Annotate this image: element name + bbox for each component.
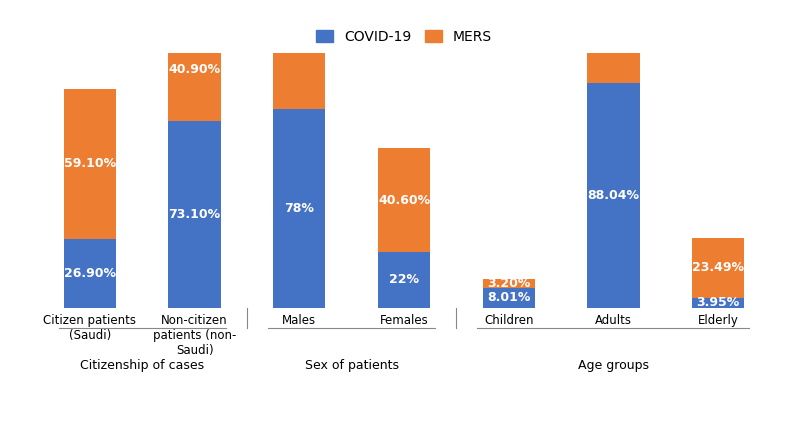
Text: 73.10%: 73.10%: [169, 208, 221, 221]
Bar: [273, 109, 326, 308]
Text: 3.20%: 3.20%: [487, 277, 530, 290]
Text: Sex of patients: Sex of patients: [305, 359, 398, 372]
Text: 22%: 22%: [389, 273, 419, 286]
Text: 40.60%: 40.60%: [378, 194, 430, 206]
Text: 40.90%: 40.90%: [169, 63, 221, 76]
Text: 8.01%: 8.01%: [487, 291, 530, 304]
Bar: [482, 288, 535, 308]
Bar: [378, 148, 430, 252]
Bar: [64, 239, 116, 308]
Text: 23.49%: 23.49%: [692, 261, 744, 275]
Bar: [378, 252, 430, 308]
Bar: [169, 17, 221, 121]
Text: 88.04%: 88.04%: [587, 189, 639, 202]
Text: Age groups: Age groups: [578, 359, 649, 372]
Bar: [692, 238, 744, 298]
Bar: [273, 0, 326, 109]
Text: 59.40%: 59.40%: [274, 27, 326, 40]
Bar: [482, 279, 535, 288]
Text: 3.95%: 3.95%: [697, 297, 740, 309]
Text: 59.10%: 59.10%: [64, 158, 116, 170]
Text: Citizenship of cases: Citizenship of cases: [80, 359, 204, 372]
Bar: [587, 83, 639, 308]
Bar: [587, 0, 639, 83]
Text: 26.90%: 26.90%: [64, 267, 116, 280]
Bar: [64, 88, 116, 239]
Text: 78%: 78%: [284, 202, 314, 215]
Bar: [692, 298, 744, 308]
Bar: [169, 121, 221, 308]
Legend: COVID-19, MERS: COVID-19, MERS: [310, 24, 498, 49]
